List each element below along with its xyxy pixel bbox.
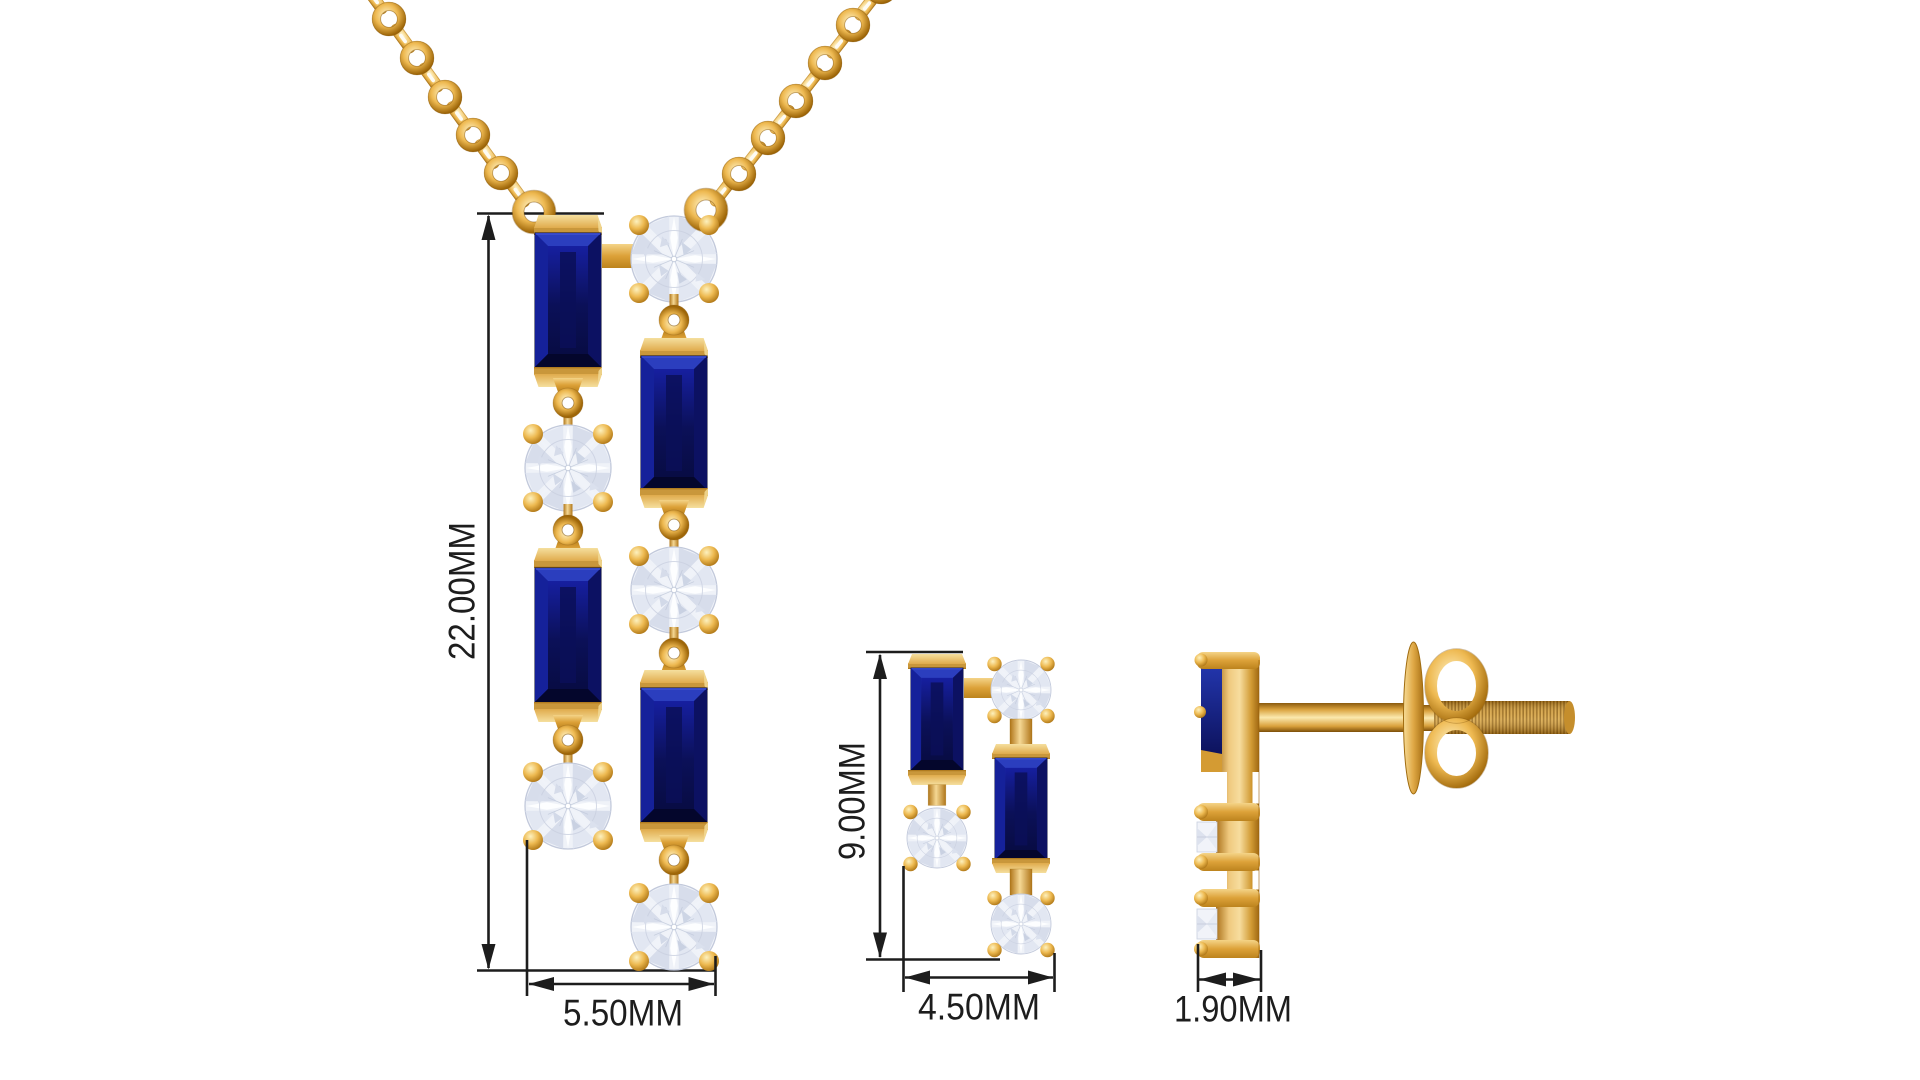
earring-side-view [1194, 641, 1575, 958]
pendant [523, 188, 728, 971]
arrow-up-icon [873, 653, 887, 679]
pendant-bar-cap [533, 547, 603, 569]
earring-post-assembly [1259, 641, 1575, 795]
pendant-bar-cap [533, 214, 603, 236]
pendant-bar-cap [639, 669, 709, 691]
earring-side-sapphire [1201, 664, 1222, 766]
arrow-down-icon [873, 932, 887, 958]
earring-side-prong [1194, 706, 1206, 718]
earring-butterfly-loop [1425, 649, 1488, 723]
pendant-diamond [629, 546, 719, 634]
earring-link [1009, 868, 1033, 896]
arrow-right-icon [1028, 970, 1053, 985]
arrow-right-icon [688, 977, 714, 991]
pendant-diamond [523, 424, 613, 512]
earring-diamond [987, 891, 1054, 957]
pendant-sapphire-baguette [534, 567, 602, 703]
arrow-left-icon [1199, 972, 1226, 987]
pendant-sapphire-baguette [640, 687, 708, 823]
earring-depth-dimension: 1.90MM [1174, 944, 1292, 1030]
pendant-width-dimension: 5.50MM [525, 840, 717, 1034]
earring-bar-cap [991, 743, 1051, 760]
earring-bar-cap [907, 653, 967, 670]
pendant-top-connector-bar [602, 244, 636, 268]
pendant-diamond-prongs [629, 215, 719, 303]
earring-left-column [903, 653, 970, 871]
arrow-up-icon [481, 214, 496, 240]
earring-side-diamond [1196, 908, 1218, 940]
earring-top-connector-bar [964, 678, 994, 698]
earring-diamond [987, 657, 1054, 723]
earring-side-prong [1201, 750, 1222, 772]
earring-width-dimension: 4.50MM [902, 866, 1056, 1028]
arrow-down-icon [481, 944, 496, 970]
earring-link [927, 784, 947, 806]
earring-butterfly-loop [1425, 718, 1488, 788]
earring-bar-cap [907, 769, 967, 786]
earring-depth-label: 1.90MM [1174, 989, 1292, 1030]
pendant-diamond [523, 762, 613, 850]
pendant-sapphire-baguette [534, 232, 602, 368]
pendant-bar-cap [639, 337, 709, 359]
earring-back-disk [1403, 641, 1424, 795]
arrow-left-icon [528, 977, 554, 991]
arrow-left-icon [905, 970, 930, 985]
pendant-diamond [629, 883, 719, 971]
pendant-right-column [602, 188, 728, 971]
earring-side-diamond [1196, 821, 1218, 853]
earring-diamond [903, 805, 970, 871]
earring-post [1259, 703, 1412, 732]
pendant-height-label: 22.00MM [442, 522, 483, 660]
earring-side-profile [1194, 652, 1260, 958]
arrow-right-icon [1233, 972, 1260, 987]
pendant-width-label: 5.50MM [563, 993, 683, 1034]
earring-link [1009, 718, 1033, 746]
earring-right-column [964, 657, 1055, 957]
earring-side-bars [1194, 652, 1260, 958]
earring-sapphire-baguette [994, 757, 1048, 861]
pendant-height-dimension: 22.00MM [442, 214, 496, 970]
earring-sapphire-baguette [910, 667, 964, 771]
earring-height-dimension: 9.00MM [832, 650, 1000, 961]
earring-side-neck-cutouts [1216, 772, 1260, 890]
earring-width-label: 4.50MM [918, 987, 1040, 1028]
earring-height-label: 9.00MM [832, 742, 873, 860]
pendant-sapphire-baguette [640, 355, 708, 491]
earring-front-view [903, 653, 1055, 957]
